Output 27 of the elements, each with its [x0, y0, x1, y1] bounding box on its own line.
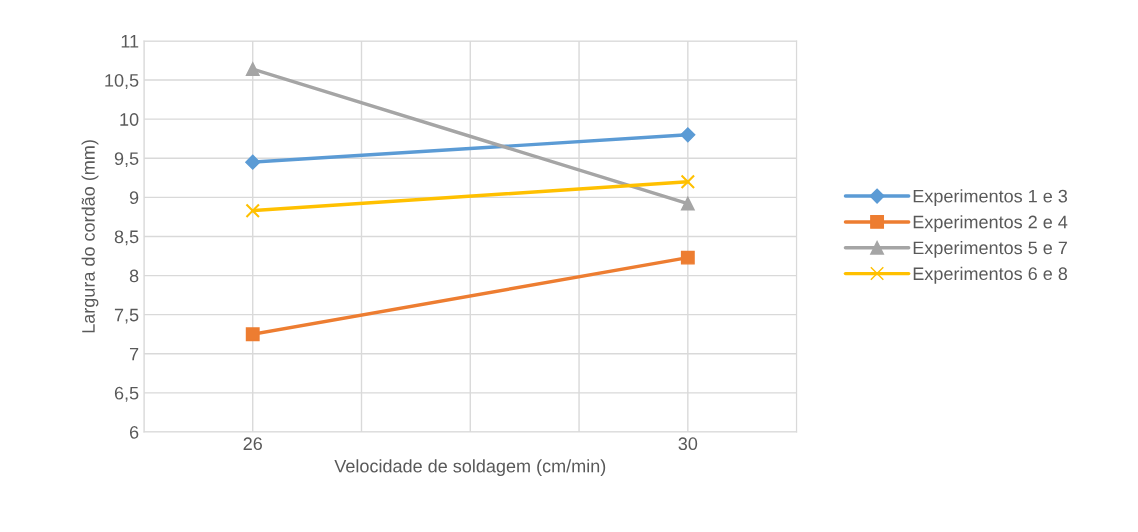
point [680, 196, 695, 211]
point [680, 250, 695, 265]
point [245, 327, 260, 342]
y-tick-label: 11 [121, 35, 139, 48]
y-tick-label: 8,5 [114, 230, 139, 246]
x-tick-label: 30 [678, 437, 698, 451]
y-tick-label: 9 [129, 191, 139, 205]
x-axis-title: Velocidade de soldagem (cm/min) [334, 459, 606, 477]
point [680, 174, 696, 190]
y-tick-label: 10,5 [105, 74, 139, 89]
y-axis-title: Largura do cordão (mm) [81, 140, 99, 333]
y-tick-label: 7,5 [114, 308, 139, 324]
y-tick-label: 6,5 [114, 386, 139, 402]
legend-label: Experimentos 1 e 3 [913, 189, 1068, 207]
y-tick-label: 9,5 [114, 152, 139, 168]
point [245, 62, 260, 77]
y-tick-label: 7 [129, 347, 139, 361]
point [680, 127, 696, 143]
y-tick-label: 8 [129, 269, 139, 283]
legend-label: Experimentos 5 e 7 [913, 240, 1067, 258]
legend-label: Experimentos 2 e 4 [913, 215, 1068, 232]
point [245, 154, 261, 170]
legend-label: Experimentos 6 e 8 [913, 266, 1068, 284]
y-tick-label: 10 [120, 113, 139, 126]
x-tick-label: 26 [243, 437, 262, 451]
y-tick-label: 6 [129, 425, 139, 439]
point [245, 203, 261, 218]
